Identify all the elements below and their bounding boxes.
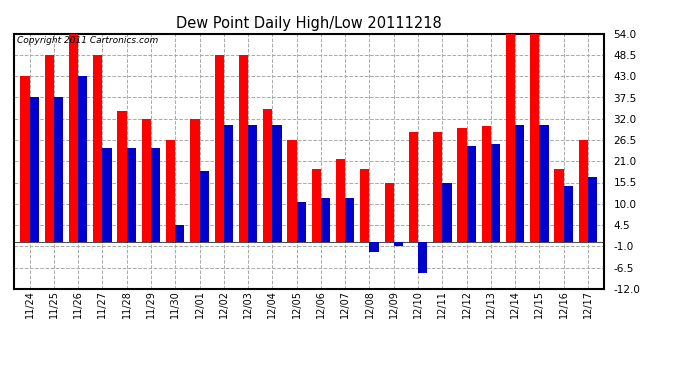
Bar [466, 146, 476, 242]
Title: Dew Point Daily High/Low 20111218: Dew Point Daily High/Low 20111218 [176, 16, 442, 31]
Bar [433, 132, 442, 242]
Bar [321, 198, 330, 242]
Bar [166, 140, 175, 242]
Bar [21, 76, 30, 242]
Bar [127, 148, 136, 242]
Bar [263, 109, 273, 242]
Bar [297, 202, 306, 242]
Bar [555, 169, 564, 242]
Text: Copyright 2011 Cartronics.com: Copyright 2011 Cartronics.com [17, 36, 158, 45]
Bar [312, 169, 321, 242]
Bar [248, 124, 257, 242]
Bar [482, 126, 491, 242]
Bar [530, 34, 540, 242]
Bar [345, 198, 355, 242]
Bar [215, 55, 224, 242]
Bar [30, 98, 39, 242]
Bar [102, 148, 112, 242]
Bar [442, 183, 451, 242]
Bar [199, 171, 209, 242]
Bar [224, 124, 233, 242]
Bar [588, 177, 598, 242]
Bar [360, 169, 369, 242]
Bar [141, 119, 151, 242]
Bar [78, 76, 88, 242]
Bar [190, 119, 199, 242]
Bar [540, 124, 549, 242]
Bar [515, 124, 524, 242]
Bar [418, 242, 427, 273]
Bar [288, 140, 297, 242]
Bar [45, 55, 54, 242]
Bar [239, 55, 248, 242]
Bar [457, 128, 466, 242]
Bar [506, 34, 515, 242]
Bar [175, 225, 184, 242]
Bar [564, 186, 573, 242]
Bar [384, 183, 394, 242]
Bar [93, 55, 102, 242]
Bar [117, 111, 127, 242]
Bar [369, 242, 379, 252]
Bar [408, 132, 418, 242]
Bar [579, 140, 588, 242]
Bar [69, 34, 78, 242]
Bar [273, 124, 282, 242]
Bar [491, 144, 500, 242]
Bar [54, 98, 63, 242]
Bar [336, 159, 345, 242]
Bar [394, 242, 403, 246]
Bar [151, 148, 160, 242]
